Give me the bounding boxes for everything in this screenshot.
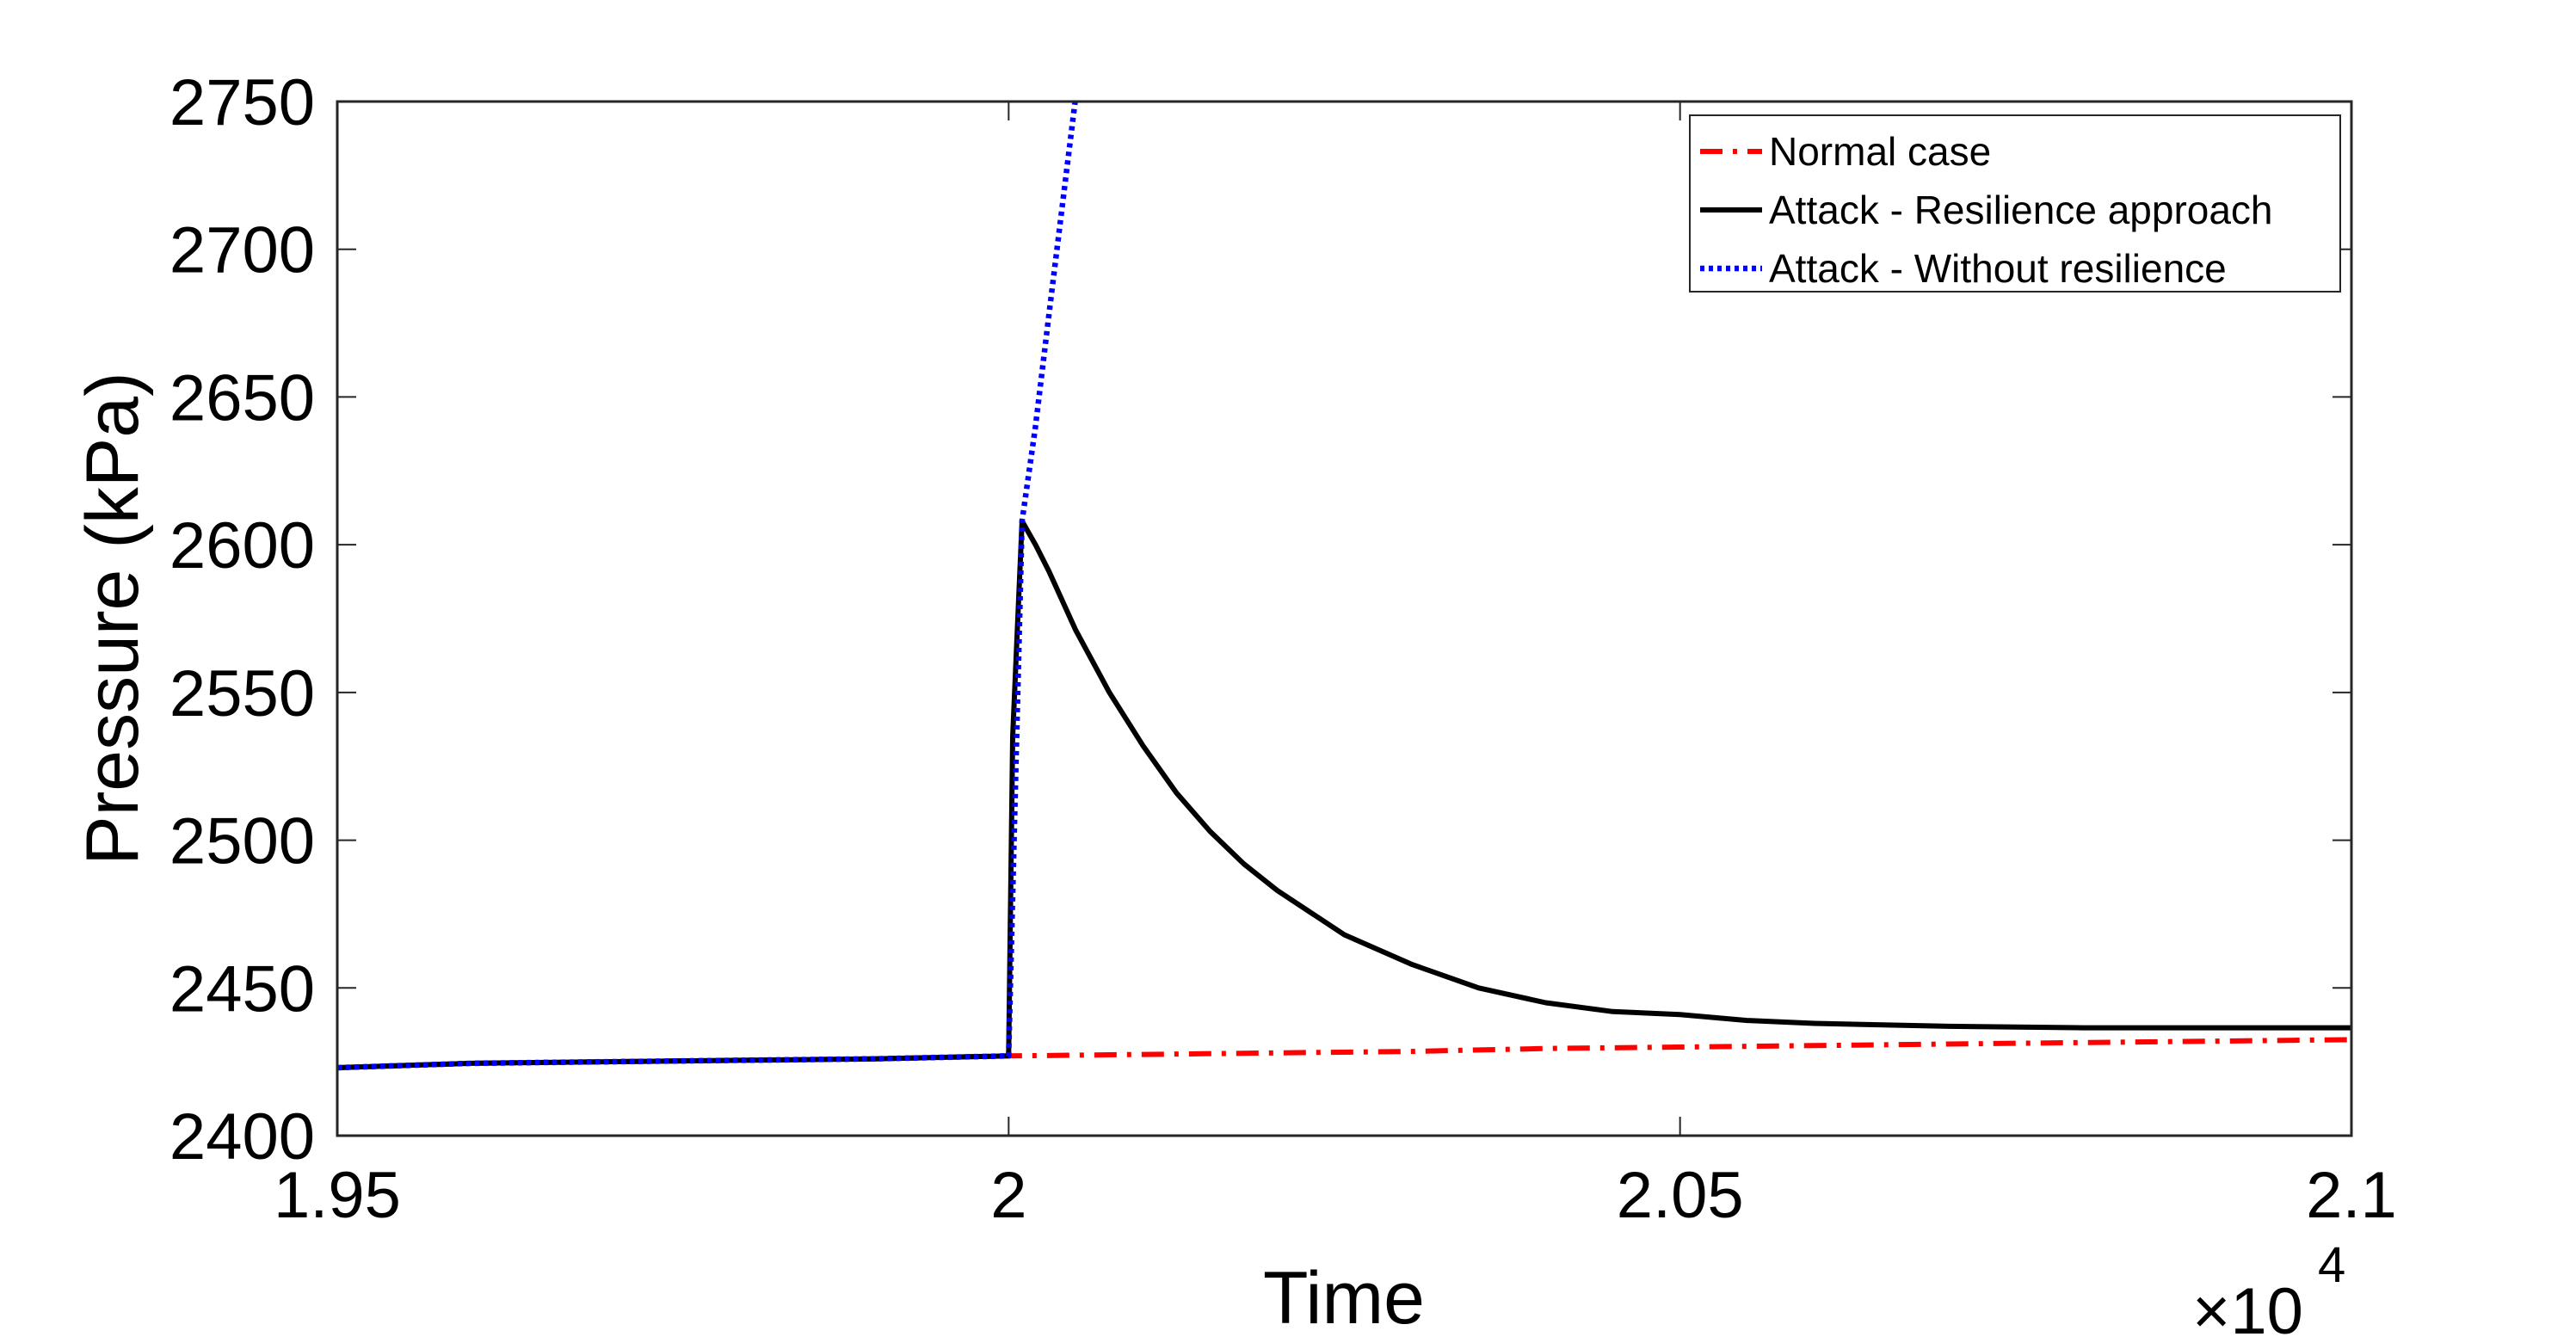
- legend: Normal case Attack - Resilience approach A…: [1689, 114, 2341, 293]
- x-multiplier: ×10 4: [2192, 1237, 2345, 1343]
- y-tick-label: 2650: [169, 361, 315, 434]
- y-axis-label: Pressure (kPa): [71, 372, 154, 866]
- y-tick-label: 2700: [169, 214, 315, 287]
- y-tick-label: 2550: [169, 657, 315, 730]
- y-tick-label: 2450: [169, 952, 315, 1026]
- legend-box: [1689, 114, 2341, 293]
- series-line-attack-without-resilience: [337, 102, 1078, 1071]
- plot-frame: [336, 100, 2353, 1137]
- y-tick-label: 2600: [169, 509, 315, 582]
- x-axis-label: Time: [1263, 1257, 1425, 1340]
- x-tick-label: 1.95: [274, 1159, 401, 1232]
- y-tick-label: 2400: [169, 1100, 315, 1174]
- y-tick-labels: 2400 2450 2500 2550 2600 2650 2700 2750: [169, 66, 315, 1174]
- x-tick-label: 2: [990, 1159, 1026, 1232]
- x-tick-labels: 1.95 2 2.05 2.1: [274, 1159, 2397, 1232]
- legend-label-attack-without-resilience: Attack - Without resilience: [1769, 246, 2227, 291]
- x-multiplier-exponent: 4: [2318, 1237, 2345, 1293]
- legend-label-attack-resilience-approach: Attack - Resilience approach: [1769, 188, 2273, 232]
- legend-label-normal-case: Normal case: [1769, 129, 1991, 174]
- x-tick-label: 2.05: [1617, 1159, 1744, 1232]
- series-layer: [337, 102, 2351, 1071]
- y-tick-label: 2750: [169, 66, 315, 139]
- series-line-attack-resilience-approach: [337, 518, 2351, 1070]
- x-multiplier-base: ×10: [2192, 1275, 2303, 1343]
- y-tick-label: 2500: [169, 805, 315, 878]
- x-tick-label: 2.1: [2306, 1159, 2397, 1232]
